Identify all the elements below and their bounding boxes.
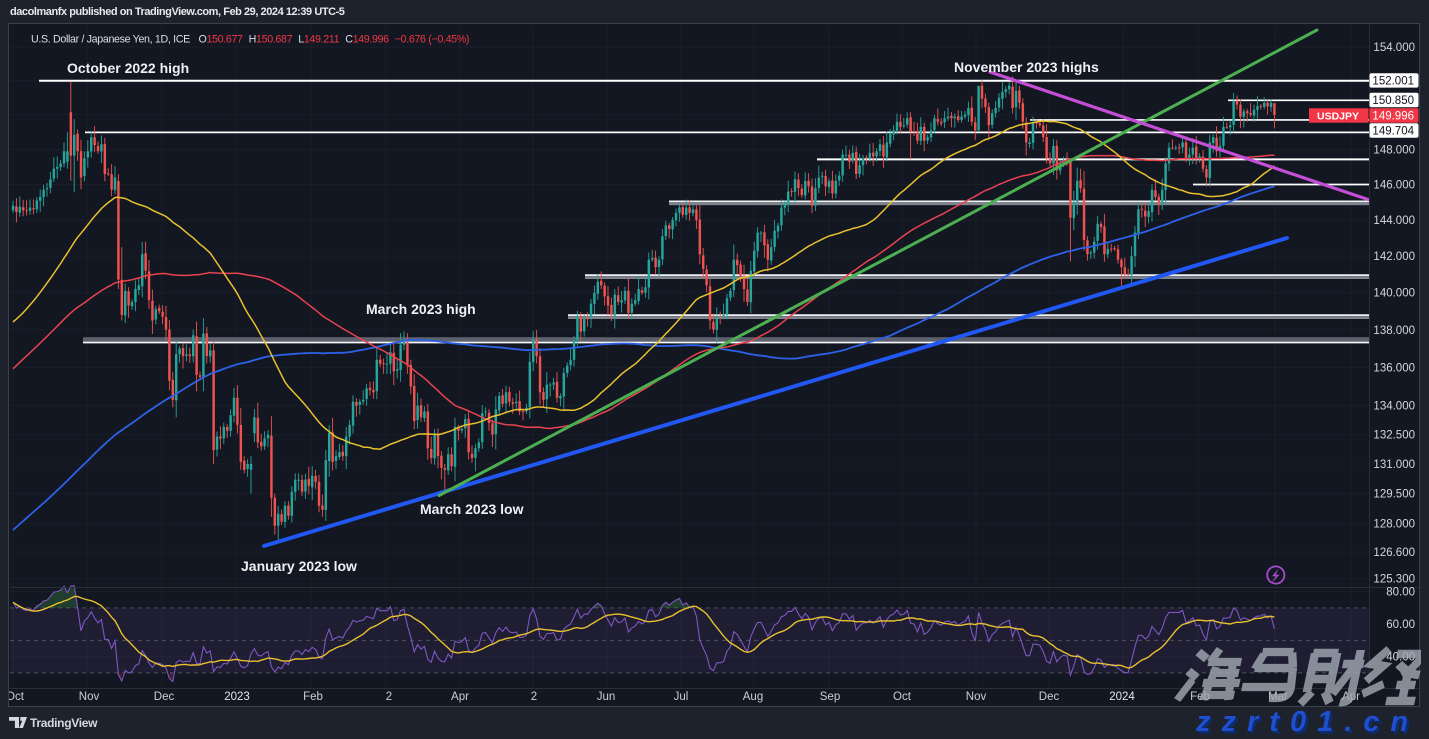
svg-text:132.500: 132.500 (1373, 430, 1415, 442)
svg-text:2023: 2023 (224, 691, 250, 703)
svg-text:November 2023 highs: November 2023 highs (954, 59, 1099, 75)
svg-text:148.000: 148.000 (1373, 145, 1415, 157)
svg-text:149.704: 149.704 (1372, 126, 1414, 138)
svg-text:131.000: 131.000 (1373, 459, 1415, 471)
svg-text:Dec: Dec (154, 691, 175, 703)
svg-text:Sep: Sep (820, 691, 840, 703)
svg-text:152.001: 152.001 (1372, 76, 1414, 88)
svg-text:Jun: Jun (597, 691, 616, 703)
svg-text:Oct: Oct (893, 691, 912, 703)
svg-text:125.300: 125.300 (1373, 574, 1415, 586)
svg-text:146.000: 146.000 (1373, 180, 1415, 192)
svg-text:Feb: Feb (303, 691, 323, 703)
svg-text:140.000: 140.000 (1373, 288, 1415, 300)
svg-text:142.000: 142.000 (1373, 251, 1415, 263)
svg-text:January 2023 low: January 2023 low (241, 558, 357, 574)
svg-text:136.000: 136.000 (1373, 362, 1415, 374)
svg-text:October 2022 high: October 2022 high (67, 60, 189, 76)
svg-text:U.S. Dollar / Japanese Yen, 1D: U.S. Dollar / Japanese Yen, 1D, ICE O150… (31, 34, 469, 46)
svg-text:Dec: Dec (1039, 691, 1060, 703)
svg-text:126.600: 126.600 (1373, 547, 1415, 559)
svg-text:Jul: Jul (674, 691, 689, 703)
svg-text:Apr: Apr (451, 691, 469, 703)
svg-text:154.000: 154.000 (1373, 42, 1415, 54)
svg-text:134.000: 134.000 (1373, 401, 1415, 413)
svg-text:129.500: 129.500 (1373, 489, 1415, 501)
svg-text:2: 2 (531, 691, 537, 703)
svg-text:USDJPY: USDJPY (1317, 111, 1359, 123)
svg-text:80.00: 80.00 (1386, 587, 1415, 599)
svg-text:2: 2 (386, 691, 392, 703)
svg-text:128.000: 128.000 (1373, 519, 1415, 531)
svg-text:144.000: 144.000 (1373, 215, 1415, 227)
svg-text:149.996: 149.996 (1372, 111, 1414, 123)
svg-text:Nov: Nov (79, 691, 100, 703)
svg-text:Aug: Aug (743, 691, 763, 703)
svg-text:March 2023 low: March 2023 low (420, 501, 524, 517)
svg-text:March 2023 high: March 2023 high (366, 301, 476, 317)
svg-text:Oct: Oct (9, 691, 25, 703)
svg-text:138.000: 138.000 (1373, 325, 1415, 337)
svg-text:150.850: 150.850 (1372, 95, 1414, 107)
svg-text:60.00: 60.00 (1386, 619, 1415, 631)
svg-text:2024: 2024 (1109, 691, 1135, 703)
svg-text:Nov: Nov (966, 691, 987, 703)
